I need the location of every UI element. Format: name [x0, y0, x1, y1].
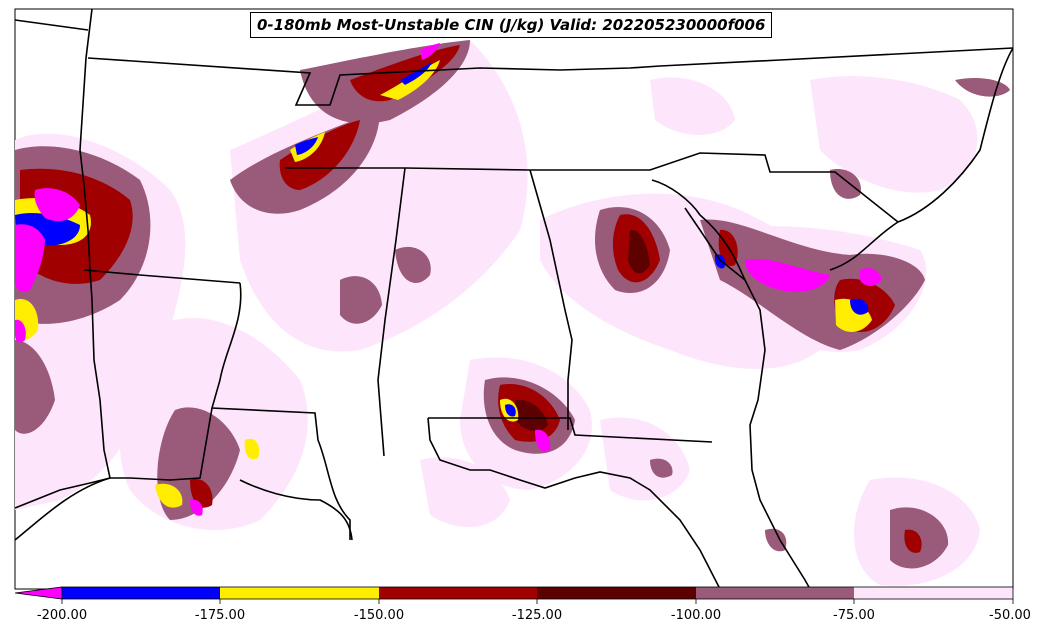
cin-field: [15, 40, 1010, 586]
colorbar-tick-label: -100.00: [670, 608, 722, 623]
colorbar-tick-label: -125.00: [511, 608, 563, 623]
colorbar-tick-label: -200.00: [36, 608, 88, 623]
colorbar: [14, 586, 1014, 604]
colorbar-tick-label: -75.00: [833, 608, 875, 623]
colorbar-tick-label: -50.00: [989, 608, 1031, 623]
colorbar-tick-label: -150.00: [353, 608, 405, 623]
colorbar-tick-label: -175.00: [194, 608, 246, 623]
map-title: 0-180mb Most-Unstable CIN (J/kg) Valid: …: [250, 12, 773, 38]
state-borders: [14, 8, 1014, 590]
